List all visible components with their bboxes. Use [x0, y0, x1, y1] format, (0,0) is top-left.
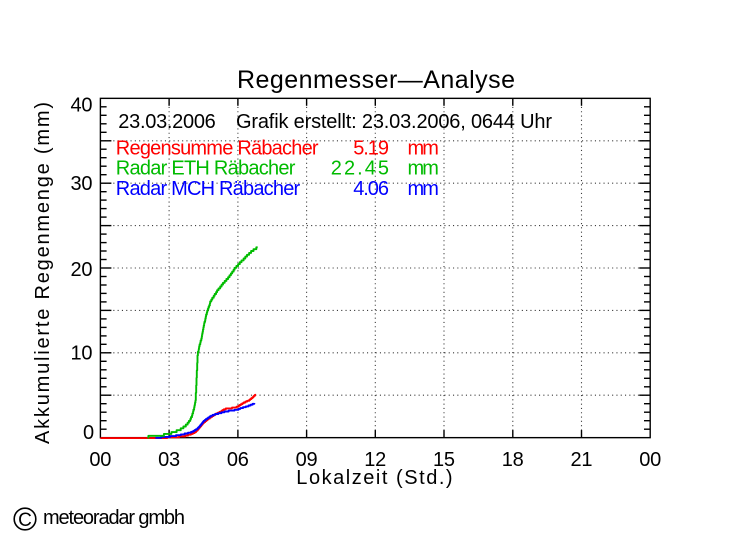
svg-text:40: 40: [71, 95, 93, 117]
svg-text:Grafik erstellt: 23.03.2006, 0: Grafik erstellt: 23.03.2006, 0644 Uhr: [236, 111, 552, 133]
svg-text:23.03.2006: 23.03.2006: [118, 111, 216, 133]
svg-text:09: 09: [296, 449, 318, 471]
svg-text:Radar ETH Räbacher: Radar ETH Räbacher: [116, 158, 296, 180]
svg-text:mm: mm: [408, 178, 439, 200]
svg-text:06: 06: [227, 449, 249, 471]
svg-text:00: 00: [639, 449, 661, 471]
svg-text:21: 21: [571, 449, 593, 471]
svg-text:15: 15: [433, 449, 455, 471]
svg-text:12: 12: [364, 449, 386, 471]
svg-text:00: 00: [89, 449, 111, 471]
svg-text:Radar MCH Räbacher: Radar MCH Räbacher: [116, 178, 301, 200]
svg-text:Regenmesser—Analyse: Regenmesser—Analyse: [237, 66, 515, 94]
svg-text:03: 03: [158, 449, 180, 471]
svg-text:Akkumulierte Regenmenge (mm): Akkumulierte Regenmenge (mm): [32, 102, 54, 444]
svg-text:22.45: 22.45: [331, 158, 389, 180]
svg-text:30: 30: [71, 173, 93, 195]
svg-text:5.19: 5.19: [353, 138, 389, 160]
svg-text:Regensumme Räbacher: Regensumme Räbacher: [116, 138, 319, 160]
svg-text:C: C: [18, 510, 32, 531]
svg-text:4.06: 4.06: [353, 178, 389, 200]
svg-text:meteoradar gmbh: meteoradar gmbh: [43, 507, 185, 529]
svg-text:10: 10: [71, 343, 93, 365]
svg-text:mm: mm: [408, 158, 439, 180]
svg-text:mm: mm: [408, 138, 439, 160]
svg-text:20: 20: [71, 259, 93, 281]
svg-text:0: 0: [83, 422, 94, 444]
svg-text:18: 18: [502, 449, 524, 471]
